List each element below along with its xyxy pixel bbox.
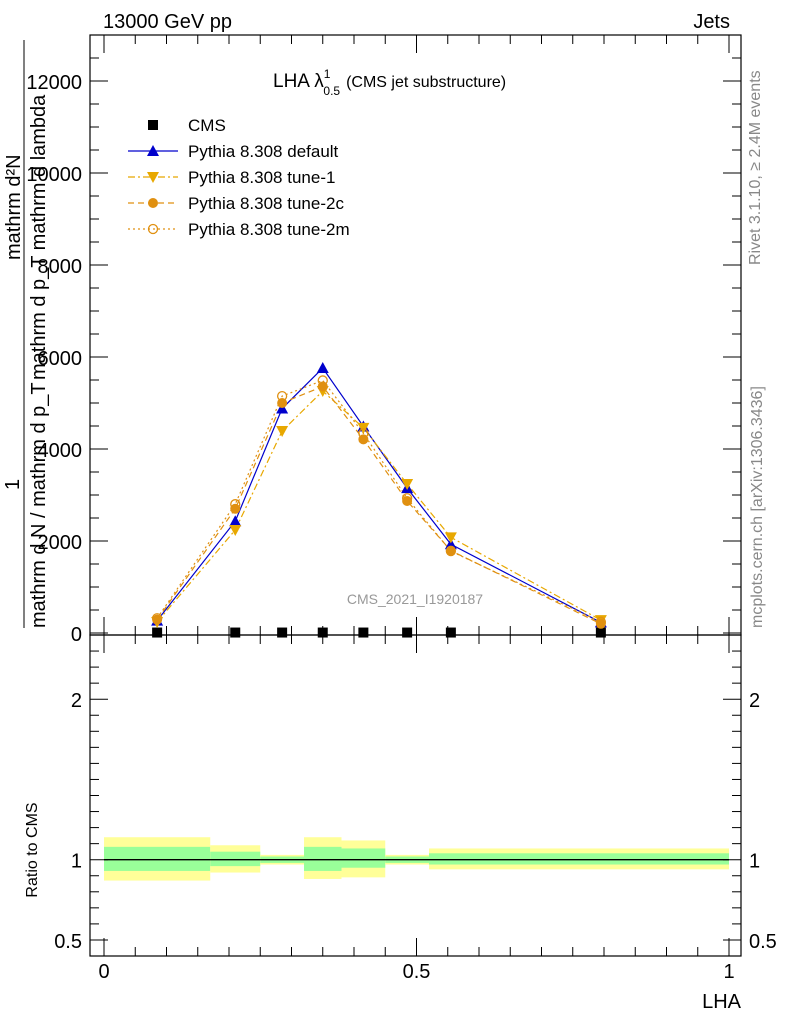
ratio-y-tick-label-right: 0.5 — [749, 931, 777, 953]
series-4-point — [276, 390, 288, 402]
main-y-axis-label: 1 mathrm d N / mathrm d p_T mathrm d²N m… — [2, 40, 50, 628]
series-3-point — [445, 545, 456, 556]
ratio-y-tick-label-left: 0.5 — [54, 931, 82, 953]
series-4-point — [317, 375, 328, 386]
series-line-4 — [156, 379, 602, 623]
x-tick-label: 1 — [723, 961, 734, 983]
main-panel: 0 2000 4000 6000 8000 10000 12000 — [26, 34, 742, 646]
mcplots-label: mcplots.cern.ch [arXiv:1306.3436] — [749, 386, 766, 628]
x-tick-label: 0 — [98, 961, 109, 983]
main-y-tick-label: 6000 — [38, 348, 83, 370]
chart-title: LHA λ1 0.5 (CMS jet substructure) — [273, 67, 506, 98]
ratio-band-inner — [304, 846, 342, 871]
legend-marker-4 — [147, 223, 159, 235]
ratio-frame — [89, 634, 742, 957]
series-0-point — [317, 627, 328, 638]
series-4-point — [595, 616, 607, 628]
ylabel-denominator: mathrm d N / mathrm d p_T — [28, 382, 50, 628]
series-4-point — [445, 545, 457, 557]
legend-marker-0 — [148, 120, 158, 130]
legend-label-4: Pythia 8.308 tune-2m — [188, 220, 350, 239]
legend-label-1: Pythia 8.308 default — [188, 142, 339, 161]
ylabel-one: 1 — [2, 479, 24, 490]
ratio-band-inner — [104, 846, 211, 871]
series-0-point — [595, 627, 606, 638]
series-4-point — [358, 428, 369, 439]
title-sub: 0.5 — [323, 84, 340, 98]
ratio-y-label: Ratio to CMS — [24, 802, 41, 897]
series-2-point — [444, 532, 457, 544]
ratio-band-inner — [210, 851, 261, 867]
series-0-point — [152, 627, 163, 638]
series-1-point — [444, 538, 457, 550]
rivet-label: Rivet 3.1.10, ≥ 2.4M events — [747, 70, 764, 265]
series-1-point — [229, 515, 242, 527]
x-axis-label: LHA — [702, 991, 742, 1013]
main-y-axis-ticks: 0 2000 4000 6000 8000 10000 12000 — [26, 34, 741, 646]
series-0-point — [277, 627, 288, 638]
series-4-point — [230, 499, 241, 510]
main-series-group — [151, 362, 607, 638]
ratio-x-axis-ticks: 0 0.5 1 — [98, 635, 735, 983]
ratio-band-inner — [429, 853, 729, 865]
series-0-point — [230, 627, 241, 638]
header-left: 13000 GeV pp — [103, 11, 232, 33]
main-y-tick-label: 12000 — [26, 72, 82, 94]
ylabel-middle: mathrm d p_T mathrm d lambda — [28, 94, 50, 380]
ratio-y-tick-label-left: 2 — [71, 690, 82, 712]
legend-marker-3 — [148, 198, 158, 208]
series-0-point — [445, 627, 456, 638]
series-2-point — [401, 478, 414, 490]
title-main: LHA λ — [273, 71, 324, 92]
series-0-point — [402, 627, 413, 638]
legend-marker-2 — [147, 172, 159, 183]
main-y-tick-label: 0 — [71, 624, 82, 646]
series-line-1 — [156, 367, 602, 623]
ratio-y-axis-ticks: 0.5 0.5 1 1 2 2 — [54, 650, 777, 953]
series-1-point — [276, 402, 289, 414]
series-1-point — [316, 362, 329, 374]
legend-label-0: CMS — [188, 116, 226, 135]
x-tick-label: 0.5 — [403, 961, 431, 983]
main-y-tick-label: 2000 — [38, 532, 83, 554]
ratio-y-tick-label-right: 1 — [749, 851, 760, 873]
legend-label-3: Pythia 8.308 tune-2c — [188, 194, 344, 213]
series-line-2 — [156, 390, 602, 623]
series-2-point — [276, 426, 289, 438]
main-y-tick-label: 4000 — [38, 440, 83, 462]
ratio-y-tick-label-left: 1 — [71, 851, 82, 873]
series-0-point — [358, 627, 369, 638]
main-y-tick-label: 10000 — [26, 164, 82, 186]
title-sup: 1 — [324, 67, 331, 81]
series-3-point — [402, 495, 413, 506]
main-x-axis-ticks — [103, 35, 730, 635]
series-2-point — [229, 524, 242, 536]
ratio-panel: 0.5 0.51 12 2 0 0.5 1 — [54, 634, 777, 983]
legend: CMS Pythia 8.308 default Pythia 8.308 tune… — [128, 116, 350, 239]
title-tail: (CMS jet substructure) — [346, 74, 506, 91]
ratio-bands — [104, 837, 729, 881]
series-4-point — [151, 613, 163, 624]
series-4-point — [401, 493, 413, 504]
ylabel-numerator: mathrm d²N — [3, 154, 25, 260]
ratio-y-tick-label-right: 2 — [749, 690, 760, 712]
legend-marker-1 — [147, 145, 159, 156]
ratio-band-inner — [341, 848, 386, 868]
analysis-watermark: CMS_2021_I1920187 — [347, 591, 483, 607]
main-y-tick-label: 8000 — [38, 256, 83, 278]
header-right: Jets — [693, 11, 730, 33]
legend-label-2: Pythia 8.308 tune-1 — [188, 168, 335, 187]
